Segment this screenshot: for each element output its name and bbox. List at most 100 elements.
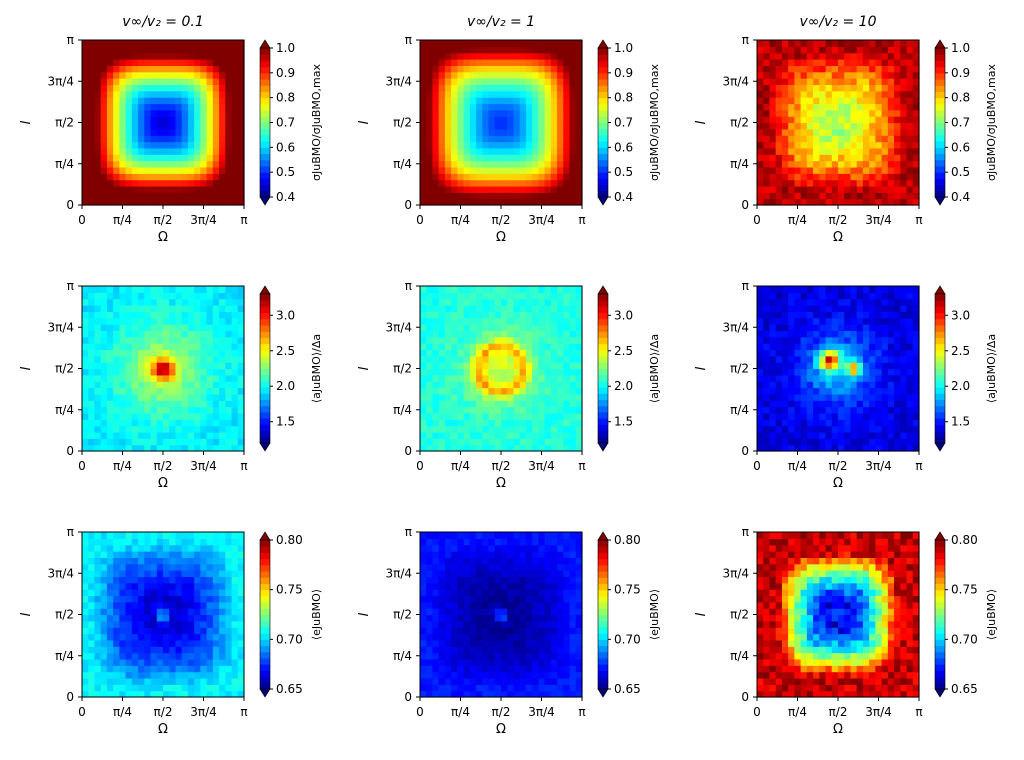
heatmap-cell bbox=[494, 444, 502, 452]
heatmap-cell bbox=[875, 425, 883, 433]
heatmap-cell bbox=[862, 147, 870, 155]
heatmap-cell bbox=[469, 419, 477, 427]
heatmap-cell bbox=[819, 116, 827, 124]
heatmap-cell bbox=[482, 78, 490, 86]
heatmap-cell bbox=[550, 52, 558, 60]
heatmap-cell bbox=[94, 160, 102, 168]
heatmap-cell bbox=[763, 135, 771, 143]
heatmap-cell bbox=[875, 122, 883, 130]
heatmap-cell bbox=[906, 343, 914, 351]
heatmap-cell bbox=[219, 311, 226, 319]
heatmap-cell bbox=[476, 185, 483, 193]
heatmap-cell bbox=[912, 97, 920, 105]
heatmap-cell bbox=[513, 52, 521, 60]
heatmap-cell bbox=[237, 286, 245, 293]
heatmap-cell bbox=[525, 324, 533, 332]
heatmap-cell bbox=[426, 185, 434, 193]
heatmap-cell bbox=[212, 646, 220, 654]
heatmap-cell bbox=[175, 362, 183, 370]
heatmap-cell bbox=[200, 147, 208, 155]
heatmap-cell bbox=[156, 336, 164, 344]
heatmap-cell bbox=[119, 589, 127, 597]
heatmap-cell bbox=[131, 336, 139, 344]
heatmap-cell bbox=[451, 109, 458, 117]
heatmap-cell bbox=[781, 179, 789, 187]
colorbar-extend-min bbox=[597, 196, 609, 206]
heatmap-cell bbox=[100, 122, 108, 130]
heatmap-cell bbox=[906, 349, 914, 357]
heatmap-cell bbox=[100, 595, 108, 603]
heatmap-cell bbox=[219, 425, 226, 433]
heatmap-cell bbox=[469, 173, 477, 181]
heatmap-cell bbox=[819, 179, 827, 187]
heatmap-cell bbox=[125, 608, 133, 616]
heatmap-cell bbox=[113, 614, 120, 622]
heatmap-cell bbox=[838, 330, 845, 338]
heatmap-cell bbox=[463, 166, 471, 174]
heatmap-cell bbox=[219, 298, 226, 306]
colorbar-segment bbox=[598, 110, 608, 117]
y-tick-label: 3π/4 bbox=[722, 74, 749, 88]
heatmap-cell bbox=[175, 173, 183, 181]
heatmap-cell bbox=[494, 362, 502, 370]
heatmap-cell bbox=[144, 381, 152, 389]
heatmap-cell bbox=[175, 620, 183, 628]
heatmap-cell bbox=[831, 336, 839, 344]
heatmap-cell bbox=[113, 147, 120, 155]
heatmap-cell bbox=[451, 349, 458, 357]
heatmap-cell bbox=[557, 305, 564, 312]
heatmap-cell bbox=[513, 330, 521, 338]
heatmap-cell bbox=[88, 658, 96, 666]
heatmap-cell bbox=[813, 185, 820, 193]
heatmap-cell bbox=[438, 84, 446, 92]
heatmap-cell bbox=[806, 192, 814, 200]
heatmap-cell bbox=[144, 419, 152, 427]
heatmap-cell bbox=[806, 387, 814, 395]
heatmap-cell bbox=[432, 425, 440, 433]
heatmap-cell bbox=[900, 52, 908, 60]
heatmap-cell bbox=[138, 400, 145, 408]
heatmap-cell bbox=[563, 431, 571, 439]
heatmap-cell bbox=[94, 633, 102, 641]
heatmap-cell bbox=[769, 349, 777, 357]
heatmap-cell bbox=[231, 419, 239, 427]
heatmap-cell bbox=[88, 305, 96, 312]
heatmap-cell bbox=[775, 185, 783, 193]
heatmap-cell bbox=[800, 198, 808, 206]
heatmap-cell bbox=[82, 639, 89, 647]
heatmap-cell bbox=[156, 639, 164, 647]
heatmap-cell bbox=[88, 286, 96, 293]
heatmap-cell bbox=[875, 40, 883, 47]
heatmap-cell bbox=[569, 116, 577, 124]
heatmap-cell bbox=[850, 179, 858, 187]
heatmap-cell bbox=[557, 141, 564, 149]
heatmap-cell bbox=[100, 633, 108, 641]
heatmap-cell bbox=[113, 192, 120, 200]
heatmap-cell bbox=[106, 330, 114, 338]
heatmap-cell bbox=[144, 65, 152, 73]
heatmap-cell bbox=[175, 298, 183, 306]
heatmap-cell bbox=[900, 311, 908, 319]
heatmap-cell bbox=[169, 192, 177, 200]
heatmap-cell bbox=[138, 336, 145, 344]
heatmap-cell bbox=[119, 185, 127, 193]
heatmap-cell bbox=[206, 684, 214, 692]
heatmap-cell bbox=[507, 431, 515, 439]
heatmap-cell bbox=[575, 292, 583, 300]
heatmap-cell bbox=[575, 286, 583, 293]
heatmap-cell bbox=[163, 551, 170, 558]
heatmap-cell bbox=[82, 544, 89, 552]
heatmap-cell bbox=[894, 444, 901, 452]
heatmap-cell bbox=[100, 381, 108, 389]
heatmap-cell bbox=[513, 368, 521, 376]
heatmap-cell bbox=[563, 343, 571, 351]
heatmap-cell bbox=[119, 393, 127, 401]
heatmap-cell bbox=[769, 52, 777, 60]
heatmap-cell bbox=[237, 406, 245, 414]
heatmap-cell bbox=[138, 576, 145, 584]
heatmap-cell bbox=[844, 362, 852, 370]
heatmap-cell bbox=[181, 633, 189, 641]
heatmap-cell bbox=[444, 103, 452, 111]
heatmap-cell bbox=[507, 97, 515, 105]
heatmap-cell bbox=[831, 374, 839, 382]
